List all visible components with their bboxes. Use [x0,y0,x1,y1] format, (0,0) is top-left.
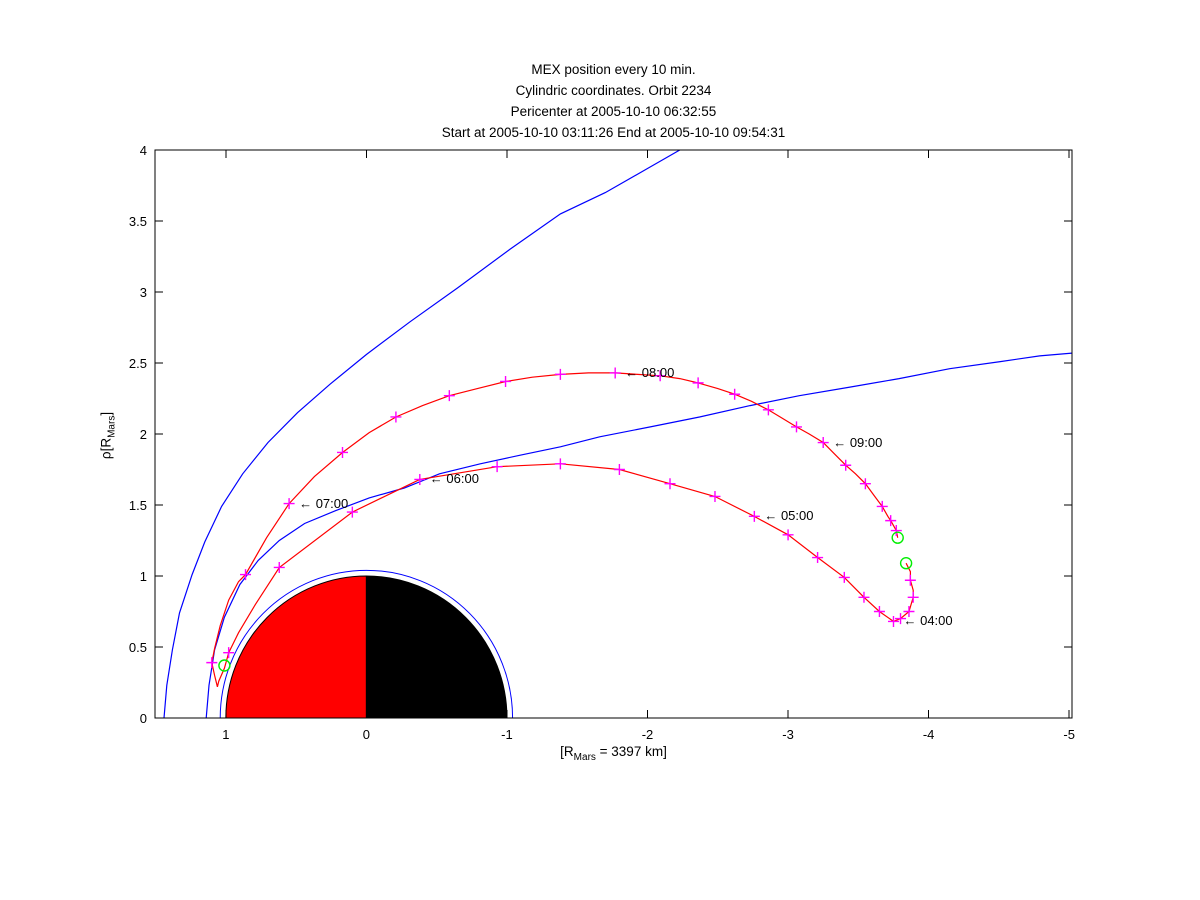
orbit-marker [390,411,402,423]
y-tick-label: 1.5 [128,498,147,513]
orbit-marker [223,647,235,659]
orbit-marker [840,459,852,471]
orbit-marker [609,367,621,379]
orbit-marker [613,464,625,475]
mars-boundary-circle [219,569,514,718]
orbit-marker [885,515,897,527]
orbit-marker [654,370,666,382]
y-tick-label: 3 [139,285,147,300]
orbit-marker [283,498,295,510]
orbit-marker [664,478,676,490]
orbit-marker [491,461,503,473]
time-label: ← 05:00 [764,508,814,524]
orbit-marker [791,421,803,433]
x-axis-label-close: = 3397 km] [595,744,667,759]
orbit-marker [895,613,907,625]
time-label: ← 04:00 [903,613,953,629]
orbit-marker [907,591,919,603]
bow-shock-curve [163,150,681,718]
y-axis-label-text: ρ[R [98,437,114,460]
orbit-marker [709,490,721,502]
title-line-3: Pericenter at 2005-10-10 06:32:55 [510,104,717,119]
orbit-marker [554,368,566,380]
y-tick-label: 4 [139,143,147,158]
magnetopause-curve [205,352,1072,718]
time-label: ← 07:00 [299,495,349,511]
x-tick-label: -3 [782,727,794,742]
orbit-marker [206,657,218,669]
mars-nightside [365,575,508,718]
y-tick-label: 0 [139,711,147,726]
y-tick-label: 1 [139,569,147,584]
orbit-marker [890,525,902,537]
orbit-marker [748,510,760,522]
x-axis-label-text: [R [560,744,574,759]
x-tick-label: -5 [1063,727,1075,742]
orbit-marker [904,574,916,586]
time-label: ← 08:00 [625,364,675,380]
chart-title-block: MEX position every 10 min. Cylindric coo… [155,59,1072,143]
orbit-marker [812,552,824,564]
orbit-marker [838,571,850,583]
time-label: ← 06:00 [429,471,479,487]
orbit-marker [414,473,426,485]
x-tick-label: -2 [641,727,654,742]
title-line-4: Start at 2005-10-10 03:11:26 End at 2005… [441,125,786,140]
orbit-marker [729,388,741,400]
time-label: ← 09:00 [833,434,883,450]
x-tick-label: -4 [922,727,935,742]
orbit-curve [211,372,914,687]
y-tick-label: 3.5 [128,214,147,229]
pericenter-marker [218,659,231,672]
orbit-marker [858,591,870,603]
orbit-marker [903,606,915,617]
title-line-1: MEX position every 10 min. [531,62,696,77]
title-line-2: Cylindric coordinates. Orbit 2234 [515,83,712,98]
start-marker [899,557,913,570]
y-tick-label: 2 [139,427,147,442]
mars-dayside [225,575,367,718]
orbit-marker [337,446,349,458]
orbit-marker [500,375,512,387]
y-tick-label: 0.5 [128,640,147,655]
orbit-marker [859,478,871,490]
x-axis-label-subscript: Mars [573,752,596,763]
orbit-marker [876,500,888,512]
orbit-marker [554,458,566,470]
orbit-marker [887,615,899,627]
orbit-marker [240,569,252,581]
x-tick-label: -1 [501,727,513,742]
orbit-marker [692,377,704,389]
end-marker [891,531,904,544]
y-axis-label: ρ[RMars] [98,381,118,491]
orbit-marker [782,529,794,541]
y-axis-label-subscript: Mars [106,415,118,438]
x-tick-label: 0 [362,727,370,742]
orbit-marker [443,390,455,402]
orbit-marker [873,606,885,617]
orbit-marker [346,506,358,518]
orbit-marker [762,404,774,416]
x-axis-label: [RMars = 3397 km] [155,744,1072,763]
orbit-marker [817,437,829,449]
y-tick-label: 2.5 [128,356,147,371]
orbit-marker [273,561,285,573]
x-tick-label: 1 [222,727,230,742]
